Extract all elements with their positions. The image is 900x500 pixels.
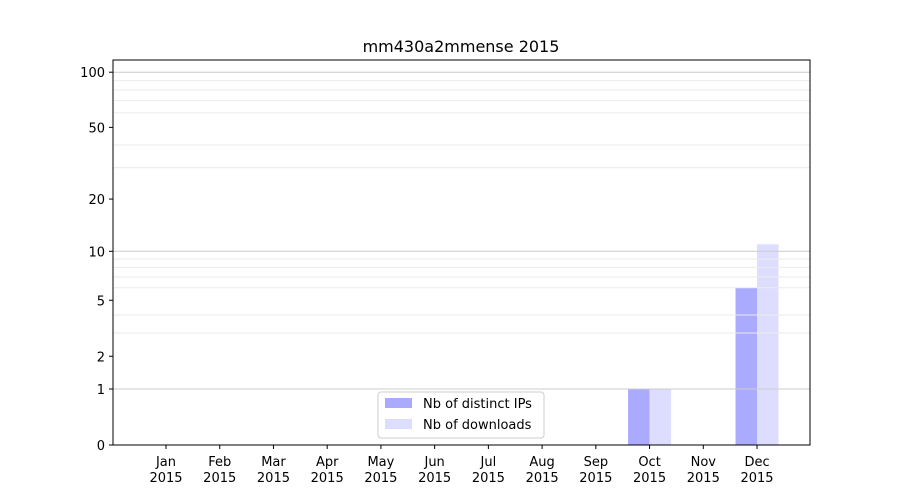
plot-frame [112,59,811,446]
legend-label: Nb of downloads [423,418,532,433]
y-tick-label: 2 [97,350,105,365]
legend-box [377,391,545,439]
y-tick-label: 50 [88,121,105,136]
x-tick-label: Apr 2015 [311,455,344,486]
y-tick-label: 1 [97,383,105,398]
bar-distinct-ips [628,389,650,445]
y-tick-label: 20 [88,193,105,208]
bar-downloads [649,389,672,445]
x-tick-label: Jun 2015 [418,455,451,486]
x-tick-label: Mar 2015 [257,455,290,486]
x-tick-label: Jan 2015 [149,455,182,486]
x-tick-label: May 2015 [364,455,397,486]
y-tick-label: 0 [97,439,105,454]
x-tick-label: Jul 2015 [472,455,505,486]
bar-downloads [757,244,779,445]
y-tick-label: 5 [97,294,105,309]
y-tick-label: 10 [88,245,105,260]
bar-distinct-ips [735,287,758,445]
x-tick-label: Nov 2015 [687,455,720,486]
legend: Nb of distinct IPs Nb of downloads [377,391,545,439]
x-tick-label: Feb 2015 [203,455,236,486]
x-tick-label: Aug 2015 [526,455,559,486]
legend-swatch [385,419,412,429]
legend-swatch [385,398,412,408]
y-tick-label: 100 [80,66,105,81]
x-tick-label: Oct 2015 [633,455,666,486]
x-tick-label: Sep 2015 [579,455,612,486]
legend-label: Nb of distinct IPs [423,397,532,412]
x-tick-label: Dec 2015 [740,455,773,486]
chart-title: mm430a2mmense 2015 [363,37,560,56]
